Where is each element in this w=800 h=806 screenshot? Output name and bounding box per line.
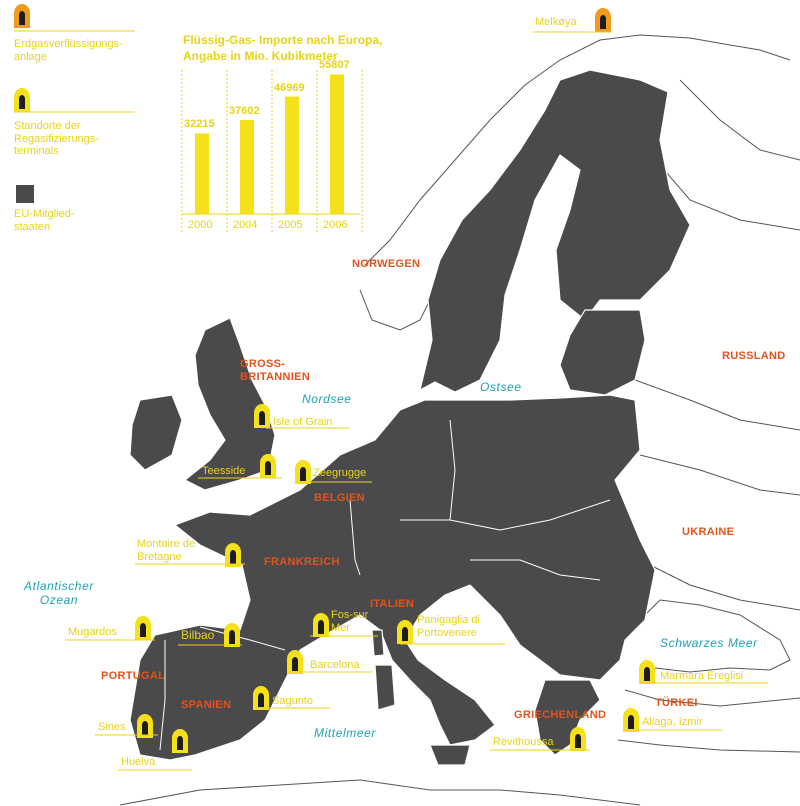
- liquefaction-pin-icon: [14, 4, 30, 28]
- country-gross-britannien: GROSS-BRITANNIEN: [240, 358, 311, 383]
- zeegrugge-pin-icon: [295, 460, 311, 484]
- legend-regasification-label: Standorte der Regasifizierungs-terminals: [14, 120, 99, 158]
- fos-pin-icon: [313, 613, 329, 637]
- isle-of-grain-pin-icon: [254, 404, 270, 428]
- eastern-borders: [634, 379, 800, 611]
- eu-inner-borders: [159, 419, 611, 751]
- legend-eu-label: EU-Mitglied-staaten: [14, 208, 75, 233]
- marmara-pin-icon: [639, 660, 655, 684]
- revithoussa-pin-icon: [570, 727, 586, 751]
- border-south: [470, 559, 601, 581]
- sicily: [429, 744, 471, 766]
- ireland: [129, 394, 183, 471]
- sea-atlantik: Atlantischer Ozean: [24, 579, 94, 607]
- regasification-pin-icon: [14, 88, 30, 112]
- chart-value-label: 46969: [274, 81, 305, 94]
- site-montoire: Montoire de Bretagne: [137, 538, 196, 563]
- border-central: [400, 499, 611, 531]
- country-belgien: BELGIEN: [314, 492, 365, 504]
- site-barcelona: Barcelona: [310, 659, 360, 671]
- site-zeegrugge: Zeegrugge: [313, 467, 367, 479]
- chart-category-label: 2005: [278, 219, 303, 231]
- mugardos-pin-icon: [135, 616, 151, 640]
- border-de-pl: [449, 419, 456, 521]
- sines-pin-icon: [137, 714, 153, 738]
- site-sines: Sines: [98, 721, 126, 733]
- chart-category-label: 2000: [188, 219, 213, 231]
- chart-value-label: 55807: [319, 59, 350, 72]
- site-teesside: Teesside: [202, 465, 246, 477]
- border-fr-de: [349, 499, 361, 576]
- country-russland: RUSSLAND: [722, 350, 786, 362]
- sagunto-pin-icon: [253, 686, 269, 710]
- melkoya-pin-icon: [595, 8, 611, 32]
- country-italien: ITALIEN: [370, 598, 415, 610]
- country-portugal: PORTUGAL: [101, 670, 166, 682]
- chart-category-label: 2004: [233, 219, 258, 231]
- site-aliaga: Aliaga, Izmir: [642, 716, 703, 728]
- country-tuerkei: TÜRKEI: [655, 697, 698, 709]
- site-panigaglia: Panigaglia di Portovenere: [417, 614, 480, 639]
- country-griechenland: GRIECHENLAND: [514, 709, 607, 721]
- site-bilbao: Bilbao: [181, 628, 215, 642]
- chart-category-label: 2006: [323, 219, 348, 231]
- scandinavia: [419, 69, 691, 393]
- chart-title: Flüssig-Gas- Importe nach Europa, Angabe…: [183, 33, 383, 63]
- eu-swatch-icon: [16, 185, 34, 203]
- chart-bar: [195, 133, 209, 214]
- barcelona-pin-icon: [287, 650, 303, 674]
- chart-value-label: 32215: [184, 118, 215, 131]
- black-sea-outline: [639, 599, 791, 673]
- panigaglia-pin-icon: [397, 620, 413, 644]
- north-africa-coast: [119, 779, 641, 806]
- continental-eu: [129, 394, 656, 761]
- eu-member-states: [129, 69, 691, 766]
- border-pt-es: [159, 640, 166, 751]
- site-marmara-ereglisi: Marmara Ereglisi: [660, 670, 744, 682]
- site-melkoya: Melkøya: [535, 16, 577, 28]
- chart-bar: [240, 119, 254, 214]
- montoire-pin-icon: [225, 543, 241, 567]
- country-norwegen: NORWEGEN: [352, 258, 421, 270]
- site-sagunto: Sagunto: [272, 695, 313, 707]
- chart-bar: [330, 74, 344, 214]
- sea-ostsee: Ostsee: [480, 380, 522, 394]
- sea-schwarzes-meer: Schwarzes Meer: [660, 636, 758, 650]
- teesside-pin-icon: [260, 454, 276, 478]
- chart-bars: [195, 74, 344, 214]
- great-britain: [184, 317, 276, 491]
- site-revithoussa: Revithoussa: [493, 736, 554, 748]
- site-fos-sur-mer: Fos-sur Mer: [331, 609, 369, 634]
- huelva-pin-icon: [172, 729, 188, 753]
- border-es-fr: [199, 626, 286, 651]
- country-ukraine: UKRAINE: [682, 526, 735, 538]
- bilbao-pin-icon: [224, 623, 240, 647]
- bar-chart: [181, 70, 363, 232]
- label-leader-lines: [65, 31, 768, 771]
- sardinia: [374, 664, 396, 711]
- baltic-states: [559, 309, 646, 396]
- chart-gridlines: [181, 70, 363, 232]
- legend-liquefaction-label: Erdgasverflüssigungs-anlage: [14, 38, 123, 63]
- chart-value-label: 37602: [229, 104, 260, 117]
- sea-mittelmeer: Mittelmeer: [314, 726, 377, 740]
- norway-outline: [359, 34, 791, 331]
- site-mugardos: Mugardos: [68, 626, 117, 638]
- site-huelva: Huelva: [121, 756, 156, 768]
- chart-bar: [285, 96, 299, 214]
- turkey-outline: [617, 689, 800, 753]
- sea-nordsee: Nordsee: [302, 392, 352, 406]
- site-isle-of-grain: Isle of Grain: [273, 416, 333, 428]
- country-spanien: SPANIEN: [181, 699, 232, 711]
- aliaga-pin-icon: [623, 708, 639, 732]
- country-frankreich: FRANKREICH: [264, 556, 340, 568]
